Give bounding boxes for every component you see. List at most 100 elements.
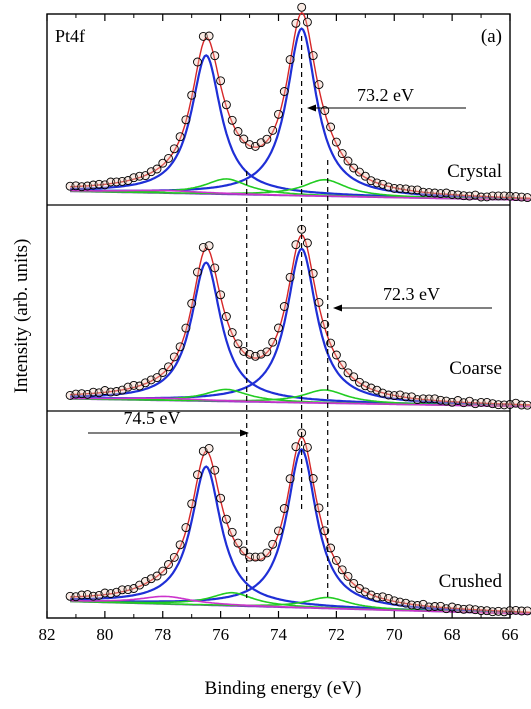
data-point: [181, 115, 191, 125]
data-point: [193, 470, 202, 480]
data-point: [233, 339, 243, 349]
data-point: [274, 323, 283, 333]
component-low-78: [70, 397, 531, 408]
annotation-text: 72.3 eV: [383, 284, 440, 304]
data-point: [314, 503, 324, 513]
data-point: [279, 302, 289, 311]
data-point: [152, 571, 162, 581]
data-point: [221, 100, 231, 110]
data-point: [221, 514, 231, 524]
data-point: [268, 125, 278, 135]
data-point: [169, 352, 179, 362]
data-point: [175, 132, 185, 142]
data-point: [204, 31, 214, 41]
data-point: [274, 109, 283, 119]
data-point: [337, 565, 347, 575]
data-point: [233, 127, 243, 136]
data-point: [187, 90, 197, 100]
data-point: [227, 328, 237, 338]
data-point: [279, 87, 289, 96]
annotation-text: 73.2 eV: [357, 85, 414, 105]
data-point: [158, 368, 168, 377]
x-axis-label: Binding energy (eV): [205, 678, 362, 699]
data-point: [158, 566, 168, 576]
x-tick-label: 80: [96, 625, 113, 644]
arrowhead: [240, 429, 249, 437]
data-point: [343, 156, 353, 166]
arrowhead: [333, 304, 342, 312]
data-point: [239, 134, 249, 144]
y-axis-label: Intensity (arb. units): [11, 239, 32, 394]
data-point: [326, 122, 336, 132]
series-coarse: [65, 224, 531, 410]
data-point: [181, 523, 191, 533]
data-point: [216, 493, 226, 503]
data-point: [227, 527, 237, 537]
data-point: [360, 171, 370, 181]
data-point: [522, 193, 531, 203]
data-point: [297, 2, 307, 12]
data-point: [210, 263, 220, 273]
data-point: [326, 543, 336, 553]
data-point: [285, 55, 295, 65]
series-crystal: [65, 2, 531, 203]
data-point: [187, 499, 197, 509]
data-point: [320, 319, 330, 329]
data-point: [314, 80, 324, 90]
data-point: [164, 153, 173, 163]
sample-label-coarse: Coarse: [449, 358, 502, 379]
data-point: [158, 158, 168, 168]
data-point: [262, 548, 272, 558]
panel-label: (a): [481, 26, 502, 47]
x-axis: 82 80 78 76 74 72 70 68 66: [39, 14, 519, 644]
data-point: [164, 560, 173, 569]
x-tick-label: 66: [502, 625, 519, 644]
component-main-73.2: [70, 448, 531, 615]
data-point: [308, 474, 318, 483]
arrowhead: [307, 104, 316, 112]
x-tick-label: 70: [386, 625, 403, 644]
data-point: [216, 76, 226, 86]
data-point: [227, 115, 237, 125]
data-point: [268, 337, 278, 347]
data-point: [302, 17, 312, 27]
data-point: [331, 555, 341, 565]
data-point: [204, 241, 214, 251]
data-point: [337, 360, 347, 370]
data-point: [187, 299, 197, 308]
x-tick-label: 74: [270, 625, 288, 644]
data-point: [193, 267, 202, 277]
data-point: [522, 606, 531, 616]
data-point: [221, 312, 231, 321]
series-layer: [65, 2, 531, 617]
series-crushed: [65, 428, 531, 617]
data-point: [204, 443, 214, 453]
data-point: [239, 546, 249, 556]
data-point: [152, 164, 162, 174]
data-point: [331, 350, 341, 360]
sample-label-crystal: Crystal: [447, 161, 502, 182]
data-point: [285, 474, 295, 484]
data-point: [302, 442, 312, 452]
sample-label-crushed: Crushed: [439, 571, 503, 592]
data-point: [308, 51, 318, 61]
annotation-crystal: 73.2 eV: [307, 85, 466, 112]
data-point: [164, 362, 173, 372]
data-point: [314, 297, 324, 307]
x-tick-label: 76: [212, 625, 229, 644]
reference-lines: [246, 36, 329, 598]
data-point: [291, 442, 301, 452]
data-point: [349, 372, 359, 382]
data-point: [291, 240, 301, 250]
data-point: [216, 290, 226, 300]
data-point: [169, 144, 179, 154]
x-tick-label: 72: [328, 625, 345, 644]
data-point: [326, 338, 336, 348]
x-tick-label: 78: [154, 625, 171, 644]
data-point: [279, 504, 289, 513]
data-point: [193, 57, 202, 67]
data-point: [152, 373, 162, 383]
component-low-77.9: [70, 595, 531, 615]
envelope-line: [70, 234, 531, 406]
